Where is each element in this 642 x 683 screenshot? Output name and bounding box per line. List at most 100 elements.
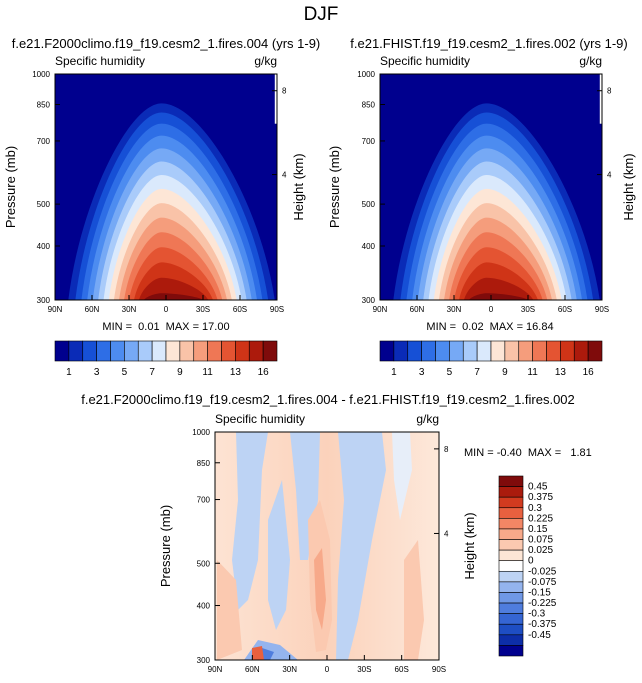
y2-tick-label: 8	[444, 445, 449, 454]
colorbar-box	[435, 340, 450, 362]
x-tick-label: 30S	[357, 665, 371, 674]
panel-left-colorbar: 1 3 5 7 9 11 13 16	[54, 340, 278, 378]
colorbar-box	[462, 340, 478, 362]
panel-diff-variable: Specific humidity	[215, 412, 305, 426]
colorbar-label: 0	[528, 556, 534, 567]
colorbar-label: 5	[447, 367, 453, 378]
colorbar-box	[54, 340, 70, 362]
colorbar-box	[498, 570, 524, 583]
panel-diff-colorbar: 0.450.3750.30.2250.150.0750.0250-0.025-0…	[498, 475, 557, 657]
colorbar-box	[532, 340, 547, 362]
y-tick-label: 700	[362, 137, 376, 146]
colorbar-box	[587, 340, 603, 362]
panel-diff-contours	[215, 432, 439, 660]
colorbar-label: 13	[230, 367, 242, 378]
colorbar-box	[498, 592, 524, 604]
y-tick-label: 700	[37, 137, 51, 146]
x-tick-label: 30N	[447, 305, 462, 314]
diff-blue-patch-1	[232, 432, 268, 610]
colorbar-label: 7	[474, 367, 480, 378]
missing-data	[599, 74, 602, 124]
colorbar-box	[137, 340, 153, 362]
y-tick-label: 700	[197, 496, 211, 505]
colorbar-box	[498, 581, 524, 593]
colorbar-box	[110, 340, 125, 362]
x-tick-label: 60N	[245, 665, 260, 674]
panel-left-axes: 90N 60N 30N 0 30S 60S 90S 300 400 500 700 850 1000 8 4	[32, 70, 287, 314]
colorbar-label: 0.225	[528, 513, 553, 524]
x-tick-label: 90N	[373, 305, 388, 314]
colorbar-label: -0.45	[528, 630, 551, 641]
colorbar-box	[498, 602, 524, 614]
colorbar-box	[498, 528, 524, 540]
colorbar-box	[96, 340, 111, 362]
panel-diff-axes: 90N 60N 30N 0 30S 60S 90S 300 400 500 700 850 1000 8 4	[192, 428, 449, 674]
colorbar-label: 0.15	[528, 524, 548, 535]
colorbar-label: 16	[583, 367, 595, 378]
colorbar-label: 16	[258, 367, 270, 378]
panel-right: f.e21.FHIST.f19_f19.cesm2_1.fires.002 (y…	[327, 36, 636, 378]
y2-tick-label: 8	[607, 87, 612, 96]
y-tick-label: 400	[362, 242, 376, 251]
colorbar-box	[68, 340, 84, 362]
y-tick-label: 300	[362, 296, 376, 305]
colorbar-box	[546, 340, 561, 362]
y-tick-label: 500	[37, 200, 51, 209]
panel-right-title: f.e21.FHIST.f19_f19.cesm2_1.fires.002 (y…	[350, 36, 627, 51]
colorbar-label: -0.3	[528, 609, 546, 620]
colorbar-box	[407, 340, 422, 362]
colorbar-box	[248, 340, 264, 362]
colorbar-label: 9	[177, 367, 183, 378]
panel-left-ylabel: Pressure (mb)	[3, 146, 18, 228]
colorbar-label: 3	[419, 367, 425, 378]
colorbar-label: -0.225	[528, 598, 557, 609]
colorbar-box	[179, 340, 195, 362]
colorbar-box	[421, 340, 436, 362]
panel-diff: f.e21.F2000climo.f19_f19.cesm2_1.fires.0…	[81, 392, 592, 674]
y2-tick-label: 8	[282, 87, 287, 96]
panel-right-variable: Specific humidity	[380, 54, 470, 68]
y2-tick-label: 4	[444, 529, 449, 538]
colorbar-box	[498, 539, 524, 551]
y2-tick-label: 4	[282, 171, 287, 180]
panel-right-axes: 90N 60N 30N 0 30S 60S 90S 300 400 500 700 850 1000 8 4	[357, 70, 612, 314]
panel-right-ylabel: Pressure (mb)	[327, 146, 342, 228]
panel-left-contours	[55, 74, 277, 300]
contour-level	[468, 293, 529, 300]
x-tick-label: 90N	[208, 665, 223, 674]
colorbar-box	[193, 340, 208, 362]
y-tick-label: 400	[197, 602, 211, 611]
colorbar-box	[151, 340, 167, 362]
colorbar-label: -0.15	[528, 587, 551, 598]
y-tick-label: 400	[37, 242, 51, 251]
colorbar-box	[393, 340, 409, 362]
colorbar-box	[221, 340, 236, 362]
x-tick-label: 30S	[196, 305, 210, 314]
colorbar-label: 0.375	[528, 492, 553, 503]
colorbar-label: 1	[391, 367, 397, 378]
colorbar-box	[498, 613, 524, 625]
colorbar-label: 0.3	[528, 503, 542, 514]
colorbar-box	[165, 340, 181, 362]
colorbar-box	[560, 340, 575, 362]
colorbar-box	[573, 340, 589, 362]
colorbar-box	[379, 340, 395, 362]
colorbar-box	[498, 623, 524, 636]
x-tick-label: 60S	[233, 305, 247, 314]
y-tick-label: 850	[37, 101, 51, 110]
panel-left-variable: Specific humidity	[55, 54, 145, 68]
panel-right-contours	[380, 74, 602, 300]
diff-orange-core-2	[314, 548, 326, 630]
colorbar-label: 5	[122, 367, 128, 378]
colorbar-label: -0.025	[528, 566, 557, 577]
diff-blue-patch-2	[268, 480, 290, 630]
x-tick-label: 0	[489, 305, 494, 314]
y2-tick-label: 4	[607, 171, 612, 180]
panel-diff-ylabel: Pressure (mb)	[158, 505, 173, 587]
y-tick-label: 1000	[32, 70, 50, 79]
colorbar-box	[498, 645, 524, 657]
colorbar-box	[498, 507, 524, 519]
x-tick-label: 90S	[432, 665, 446, 674]
colorbar-label: 0.025	[528, 545, 553, 556]
